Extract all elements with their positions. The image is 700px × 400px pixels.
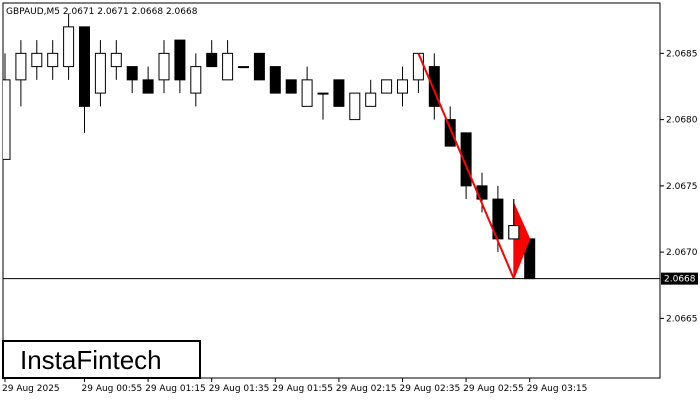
current-price-label: 2.0668 [664, 275, 696, 285]
candle-bear [428, 66, 440, 107]
candle-bear [142, 79, 154, 94]
candle-bear [285, 79, 297, 94]
y-tick-label: 2.0665 [666, 314, 698, 324]
candle-bear [333, 79, 345, 107]
x-tick-label: 29 Aug 01:35 [209, 384, 270, 394]
candle-bull [301, 79, 313, 107]
x-tick-label: 29 Aug 00:55 [82, 384, 143, 394]
candle-bear [253, 52, 265, 81]
candle-bull [349, 92, 361, 121]
candle-bear [444, 119, 456, 147]
pattern-flagpole-line [417, 52, 515, 280]
candle-bull [317, 92, 329, 95]
candle-bear [206, 52, 218, 68]
candle-bear [174, 39, 186, 81]
y-tick-label: 2.0675 [666, 182, 698, 192]
candle-bull [94, 52, 106, 94]
y-tick-label: 2.0680 [666, 116, 698, 126]
candle-bull [3, 79, 11, 160]
x-tick-label: 29 Aug 02:15 [336, 384, 397, 394]
candle-bear [269, 66, 281, 94]
candle-bull [110, 52, 122, 68]
candle-bull [381, 79, 393, 94]
candles-group [3, 13, 536, 280]
y-tick-label: 2.0685 [666, 49, 698, 59]
candle-bull [158, 52, 170, 81]
candle-bull [63, 26, 75, 68]
plot-frame [2, 2, 661, 379]
candle-bull [15, 52, 27, 81]
x-tick-label: 29 Aug 02:35 [400, 384, 461, 394]
candle-bull [238, 66, 249, 69]
x-tick-label: 29 Aug 03:15 [527, 384, 588, 394]
pennant-pattern [513, 202, 531, 279]
candle-bull [397, 79, 408, 94]
current-price-box [661, 272, 698, 285]
candle-bull [47, 52, 59, 68]
y-tick-label: 2.0670 [666, 248, 698, 258]
x-tick-label: 29 Aug 01:15 [145, 384, 206, 394]
candle-bear [79, 26, 90, 107]
x-tick-label: 29 Aug 02:55 [463, 384, 524, 394]
logo: InstaFintech [2, 340, 201, 379]
candle-bull [365, 92, 377, 107]
x-tick-label: 29 Aug 01:55 [272, 384, 333, 394]
candle-bull [222, 52, 234, 81]
logo-box [2, 340, 201, 379]
candle-bull [190, 66, 202, 94]
candle-bear [460, 132, 472, 187]
plot-area: 2.0665 2.0670 2.0675 2.0680 2.0685 2.0668 29 A… [2, 2, 698, 394]
chart-title: GBPAUD,M5 2.0671 2.0671 2.0668 2.0668 [6, 7, 198, 17]
candle-bear [126, 66, 138, 81]
candle-bull [31, 52, 43, 68]
x-tick-label: 29 Aug 2025 [2, 384, 60, 394]
logo-text: InstaFintech [20, 345, 162, 375]
candle-bull [508, 225, 520, 240]
candle-bull [412, 52, 424, 81]
